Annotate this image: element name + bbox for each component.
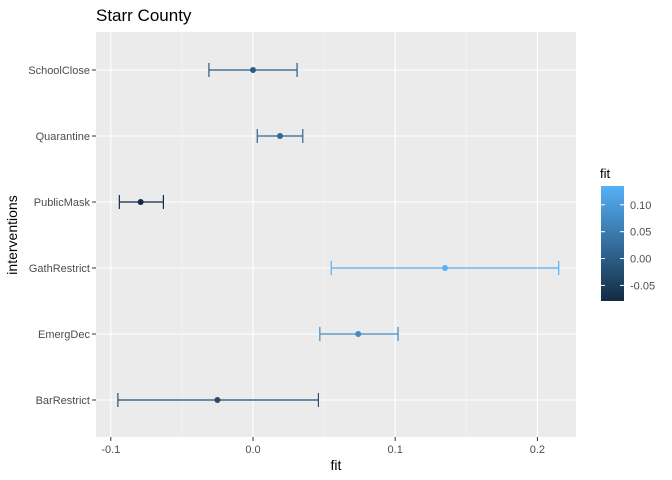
axes-layer: SchoolClose Quarantine PublicMask GathRestr…: [28, 65, 545, 456]
plot-panel: [96, 32, 576, 437]
y-tick-label-Quarantine: Quarantine: [36, 131, 90, 143]
y-tick-label-EmergDec: EmergDec: [38, 329, 90, 341]
y-tick-label-GathRestrict: GathRestrict: [29, 263, 90, 275]
marks-layer: [117, 63, 560, 407]
x-tick-label: -0.1: [101, 444, 120, 456]
x-tick-label: 0.1: [388, 444, 403, 456]
legend-label: 0.05: [630, 227, 651, 239]
x-axis-title: fit: [331, 457, 342, 473]
legend-label: 0.00: [630, 254, 651, 266]
legend-label: -0.05: [630, 280, 655, 292]
y-tick-label-BarRestrict: BarRestrict: [36, 395, 90, 407]
x-tick-label: 0.2: [530, 444, 545, 456]
chart-title: Starr County: [96, 6, 192, 25]
grid-layer: [96, 32, 576, 437]
legend-colorbar: [601, 186, 624, 301]
legend-title: fit: [600, 166, 611, 181]
legend: fit 0.10 0.05 0.00 -0.05: [600, 166, 655, 301]
y-tick-label-PublicMask: PublicMask: [34, 197, 91, 209]
point-Quarantine: [277, 133, 284, 139]
y-tick-label-SchoolClose: SchoolClose: [28, 65, 90, 77]
point-SchoolClose: [250, 67, 256, 73]
x-tick-label: 0.0: [245, 444, 260, 456]
point-PublicMask: [137, 199, 144, 205]
point-EmergDec: [355, 331, 362, 337]
legend-label: 0.10: [630, 200, 651, 212]
y-axis-title: interventions: [4, 195, 20, 274]
point-BarRestrict: [214, 397, 221, 403]
point-GathRestrict: [441, 265, 448, 271]
